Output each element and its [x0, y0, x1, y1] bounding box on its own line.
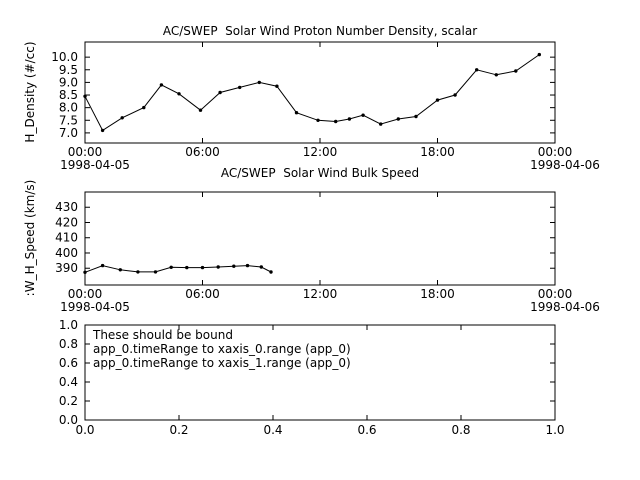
data-point — [216, 265, 220, 269]
data-point — [379, 122, 383, 126]
chart2-y-axis-label: :W_H_Speed (km/s) — [23, 179, 37, 297]
data-point — [275, 84, 279, 88]
x-tick-label: 0.4 — [263, 423, 282, 437]
y-tick-label: 0.2 — [59, 394, 78, 408]
data-point — [347, 117, 352, 121]
series-line-1 — [84, 265, 272, 273]
data-point — [118, 268, 123, 272]
data-point — [245, 263, 250, 268]
x-tick-label: 18:00 — [420, 145, 455, 159]
x-axis-end-date: 1998-04-06 — [530, 158, 600, 172]
y-tick-label: 410 — [55, 231, 78, 245]
data-point — [537, 52, 541, 57]
x-tick-label: 06:00 — [185, 287, 220, 301]
x-tick-label: 00:00 — [538, 287, 573, 301]
data-point — [200, 265, 205, 270]
annotation-text: These should be bound — [92, 328, 233, 342]
x-tick-label: 0.8 — [451, 423, 470, 437]
x-axis-start-date: 1998-04-05 — [60, 300, 130, 314]
data-point — [232, 264, 236, 268]
data-point — [316, 118, 320, 123]
x-tick-label: 00:00 — [538, 145, 573, 159]
data-point — [83, 94, 87, 99]
x-tick-label: 06:00 — [185, 145, 220, 159]
x-tick-label: 0.0 — [75, 423, 94, 437]
y-tick-label: 9.0 — [59, 75, 78, 89]
data-point — [100, 128, 105, 133]
y-tick-label: 0.8 — [59, 337, 78, 351]
x-tick-label: 1.0 — [545, 423, 564, 437]
y-tick-label: 0.0 — [59, 413, 78, 427]
data-point — [169, 265, 173, 269]
y-tick-label: 8.0 — [59, 101, 78, 115]
y-tick-label: 0.4 — [59, 375, 78, 389]
y-tick-label: 7.5 — [59, 113, 78, 127]
data-point — [414, 114, 418, 119]
chart1-title: AC/SWEP Solar Wind Proton Number Density… — [162, 24, 478, 38]
y-tick-label: 400 — [55, 246, 78, 260]
y-tick-label: 430 — [55, 200, 78, 214]
data-point — [100, 263, 105, 268]
y-tick-label: 1.0 — [59, 318, 78, 332]
x-tick-label: 00:00 — [68, 145, 103, 159]
data-point — [475, 68, 479, 72]
plot-frame-2 — [84, 324, 556, 421]
data-point — [259, 265, 263, 269]
data-point — [269, 270, 273, 274]
x-tick-label: 12:00 — [303, 287, 338, 301]
data-point — [218, 90, 222, 95]
data-point — [142, 105, 146, 110]
y-tick-label: 390 — [55, 261, 78, 275]
data-point — [120, 116, 124, 120]
x-tick-label: 12:00 — [303, 145, 338, 159]
x-axis-end-date: 1998-04-06 — [530, 300, 600, 314]
data-point — [453, 93, 457, 97]
data-point — [361, 113, 365, 117]
data-point — [83, 270, 87, 274]
chart2-title: AC/SWEP Solar Wind Bulk Speed — [220, 166, 420, 180]
y-tick-label: 8.5 — [59, 88, 78, 102]
y-tick-label: 7.0 — [59, 126, 78, 140]
data-point — [257, 80, 261, 85]
chart1-y-axis-label: H_Density (#/cc) — [23, 41, 37, 143]
annotation-text: app_0.timeRange to xaxis_1.range (app_0) — [93, 356, 351, 370]
data-point — [435, 98, 440, 102]
data-point — [198, 108, 203, 112]
data-point — [177, 92, 181, 96]
y-tick-label: 420 — [55, 215, 78, 229]
y-tick-label: 0.6 — [59, 356, 78, 370]
data-point — [159, 83, 164, 87]
x-tick-label: 00:00 — [68, 287, 103, 301]
data-point — [514, 69, 518, 73]
data-point — [238, 85, 242, 90]
data-point — [136, 270, 140, 274]
y-tick-label: 10.0 — [51, 50, 78, 64]
data-point — [334, 119, 338, 124]
y-tick-label: 9.5 — [59, 63, 78, 77]
x-axis-start-date: 1998-04-05 — [60, 158, 130, 172]
x-tick-label: 18:00 — [420, 287, 455, 301]
x-tick-label: 0.2 — [169, 423, 188, 437]
data-point — [396, 117, 400, 121]
data-point — [185, 265, 189, 270]
x-tick-label: 0.6 — [357, 423, 376, 437]
annotation-text: app_0.timeRange to xaxis_0.range (app_0) — [93, 342, 351, 356]
series-line-0 — [84, 54, 540, 132]
data-point — [294, 111, 299, 115]
data-point — [494, 73, 498, 77]
data-point — [153, 270, 158, 274]
